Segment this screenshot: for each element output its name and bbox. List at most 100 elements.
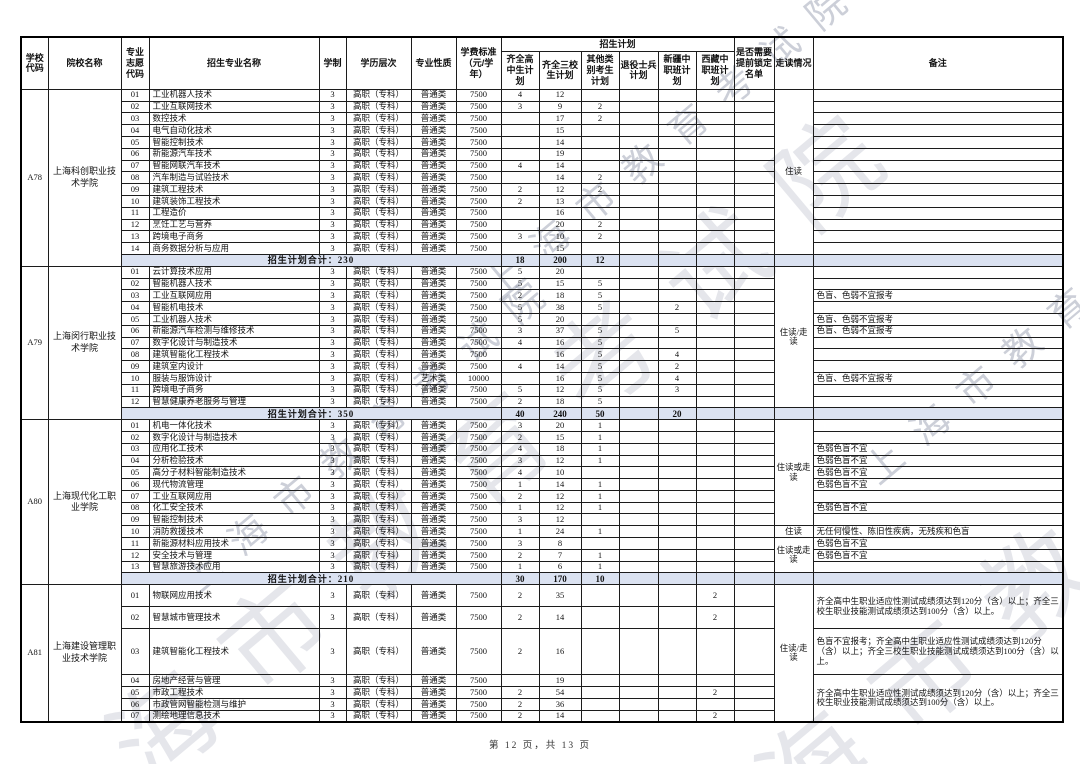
summary-commute-cell — [773, 253, 814, 267]
plan-cell — [580, 312, 620, 326]
level-cell: 高职（专科） — [345, 466, 412, 480]
lock-list-cell — [733, 537, 775, 550]
duration-cell: 3 — [318, 686, 347, 699]
plan-cell — [695, 301, 735, 314]
lock-list-cell — [733, 442, 775, 456]
remark-cell — [812, 513, 1064, 527]
plan-cell: 1 — [580, 442, 620, 456]
nature-cell: 普通类 — [410, 383, 457, 397]
nature-cell: 普通类 — [410, 501, 457, 515]
plan-cell: 16 — [538, 628, 582, 676]
duration-cell: 3 — [318, 395, 347, 409]
nature-cell: 普通类 — [410, 336, 457, 350]
duration-cell: 3 — [318, 489, 347, 503]
col-header-remark: 备注 — [812, 36, 1064, 90]
plan-cell — [657, 501, 697, 515]
major-name-cell: 工业互联网技术 — [148, 100, 320, 114]
school-code-cell: A81 — [20, 584, 49, 723]
plan-cell: 12 — [538, 183, 582, 196]
plan-cell — [657, 548, 697, 562]
page-number: 第 12 页，共 13 页 — [488, 741, 591, 751]
plan-cell — [695, 560, 735, 574]
summary-commute-cell — [773, 572, 814, 586]
plan-cell: 2 — [695, 709, 735, 723]
duration-cell: 3 — [318, 100, 347, 114]
major-code-cell: 03 — [120, 112, 150, 126]
col-header-major-name: 招生专业名称 — [148, 36, 320, 90]
duration-cell: 3 — [318, 478, 347, 491]
major-name-cell: 建筑工程技术 — [148, 183, 320, 196]
major-name-cell: 高分子材料智能制造技术 — [148, 466, 320, 480]
plan-cell — [695, 159, 735, 173]
plan-cell — [500, 218, 540, 232]
nature-cell: 普通类 — [410, 686, 457, 699]
level-cell: 高职（专科） — [345, 183, 412, 196]
level-cell: 高职（专科） — [345, 606, 412, 630]
col-header-major-code: 专业志愿代码 — [120, 36, 150, 90]
major-row: A79 上海闵行职业技术学院 01 云计算技术应用 3 高职（专科） 普通类 7500 5 20 住… — [20, 265, 1064, 421]
plan-cell — [657, 112, 697, 126]
plan-cell — [657, 265, 697, 279]
level-cell: 高职（专科） — [345, 112, 412, 126]
plan-cell — [618, 686, 659, 699]
plan-cell — [657, 584, 697, 608]
school-name-cell: 上海现代化工职业学院 — [47, 419, 122, 586]
tuition-cell: 7500 — [455, 100, 502, 114]
nature-cell: 普通类 — [410, 171, 457, 185]
remark-cell — [812, 100, 1064, 114]
major-name-cell: 电气自动化技术 — [148, 124, 320, 137]
major-code-cell: 03 — [120, 628, 150, 676]
plan-cell: 54 — [538, 686, 582, 699]
plan-cell — [618, 348, 659, 362]
tuition-cell: 7500 — [455, 242, 502, 255]
plan-cell — [618, 513, 659, 527]
tuition-cell: 7500 — [455, 548, 502, 562]
plan-cell — [618, 194, 659, 208]
plan-cell: 5 — [580, 324, 620, 338]
col-header-plan-xinjiang: 新疆中职班计划 — [657, 50, 697, 90]
plan-cell: 2 — [580, 183, 620, 196]
plan-cell: 20 — [538, 218, 582, 232]
table-body: A78 上海科创职业技术学院 01 工业机器人技术 3 高职（专科） 普通类 7500 4 12 住… — [20, 88, 1064, 723]
plan-cell: 1 — [580, 560, 620, 574]
plan-cell — [618, 466, 659, 480]
plan-cell — [657, 218, 697, 232]
nature-cell: 普通类 — [410, 466, 457, 480]
school-code-cell: A80 — [20, 419, 49, 586]
plan-cell — [657, 194, 697, 208]
lock-list-cell — [733, 218, 775, 232]
duration-cell: 3 — [318, 277, 347, 291]
plan-cell — [618, 230, 659, 244]
plan-cell: 16 — [538, 336, 582, 350]
major-name-cell: 消防救援技术 — [148, 525, 320, 539]
major-row: A80 上海现代化工职业学院 01 机电一体化技术 3 高职（专科） 普通类 7500 3 20 1… — [20, 419, 1064, 586]
level-cell: 高职（专科） — [345, 218, 412, 232]
major-row: 12 烹饪工艺与营养 3 高职（专科） 普通类 7500 20 2 — [21, 218, 1064, 232]
plan-cell — [695, 112, 735, 126]
plan-cell: 2 — [500, 430, 540, 444]
duration-cell: 3 — [318, 124, 347, 137]
plan-cell — [500, 242, 540, 255]
major-name-cell: 商务数据分析与应用 — [148, 242, 320, 255]
duration-cell: 3 — [318, 135, 347, 149]
summary-plan-cell: 170 — [538, 572, 582, 586]
major-row: 11 工程造价 3 高职（专科） 普通类 7500 16 — [21, 206, 1064, 220]
plan-cell: 2 — [500, 194, 540, 208]
plan-cell — [500, 206, 540, 220]
lock-list-cell — [733, 159, 775, 173]
plan-cell: 6 — [538, 560, 582, 574]
remark-cell: 色弱色盲不宜 — [812, 501, 1064, 515]
plan-cell — [657, 537, 697, 550]
tuition-cell: 7500 — [455, 277, 502, 291]
tuition-cell: 7500 — [455, 301, 502, 314]
major-code-cell: 11 — [120, 537, 150, 550]
plan-cell — [618, 360, 659, 373]
plan-cell: 4 — [500, 88, 540, 102]
major-name-cell: 数控技术 — [148, 112, 320, 126]
duration-cell: 3 — [318, 312, 347, 326]
major-code-cell: 13 — [120, 230, 150, 244]
nature-cell: 普通类 — [410, 513, 457, 527]
plan-cell: 2 — [580, 171, 620, 185]
plan-cell: 17 — [538, 112, 582, 126]
